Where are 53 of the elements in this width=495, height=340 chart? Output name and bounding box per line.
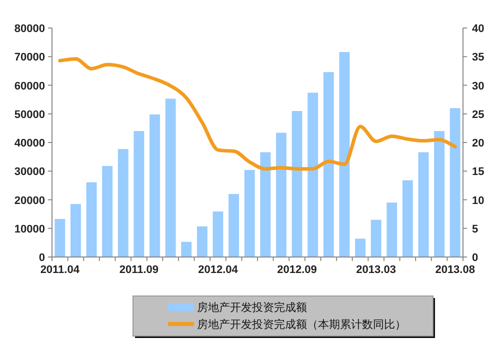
y2-tick-label: 30 <box>472 80 484 92</box>
y-tick-label: 10000 <box>14 223 45 236</box>
x-tick-label: 2013.08 <box>435 264 475 276</box>
bar <box>212 211 224 257</box>
y2-tick-label: 5 <box>472 223 478 236</box>
bar <box>418 152 429 257</box>
x-tick-label: 2011.04 <box>40 264 80 276</box>
bar <box>386 202 398 257</box>
x-tick-label: 2012.04 <box>198 264 239 276</box>
y2-tick-label: 25 <box>472 108 484 121</box>
bar <box>102 166 113 257</box>
legend-label: 房地产开发投资完成额 <box>197 301 307 314</box>
bar <box>134 131 144 257</box>
bar <box>118 149 128 257</box>
bar <box>402 180 413 257</box>
y-tick-label: 80000 <box>14 23 45 35</box>
bar <box>370 220 382 257</box>
x-tick-label: 2011.09 <box>119 264 159 276</box>
bar <box>196 226 208 257</box>
line-series <box>58 57 457 171</box>
y2-tick-label: 0 <box>472 252 478 264</box>
y-tick-label: 60000 <box>14 80 45 92</box>
legend-label: 房地产开发投资完成额（本期累计数同比） <box>197 318 406 331</box>
y2-tick-label: 20 <box>472 138 484 150</box>
bar <box>323 72 334 257</box>
bar <box>339 52 350 257</box>
y2-tick-label: 35 <box>472 52 484 64</box>
bar <box>434 131 445 257</box>
bar <box>150 114 160 257</box>
bar <box>86 182 97 257</box>
bar <box>260 152 271 257</box>
y2-tick-label: 15 <box>472 166 484 178</box>
x-tick-label: 2012.09 <box>277 264 317 276</box>
y-tick-label: 30000 <box>14 166 45 178</box>
bar <box>181 242 192 257</box>
bar <box>54 218 66 257</box>
bar <box>450 108 460 257</box>
bar <box>70 204 81 257</box>
y-tick-label: 50000 <box>14 108 45 121</box>
bar <box>165 98 176 257</box>
bar <box>308 92 318 257</box>
bar <box>355 238 366 257</box>
y2-tick-label: 10 <box>472 194 484 207</box>
y-tick-label: 70000 <box>14 52 45 64</box>
x-tick-label: 2013.03 <box>356 264 396 276</box>
y-tick-label: 40000 <box>14 138 45 150</box>
bar <box>228 194 240 257</box>
y2-tick-label: 40 <box>472 23 484 35</box>
bar <box>292 111 302 257</box>
y-tick-label: 0 <box>38 252 45 264</box>
bar <box>276 132 286 257</box>
bar <box>244 170 255 257</box>
y-tick-label: 20000 <box>14 194 45 207</box>
